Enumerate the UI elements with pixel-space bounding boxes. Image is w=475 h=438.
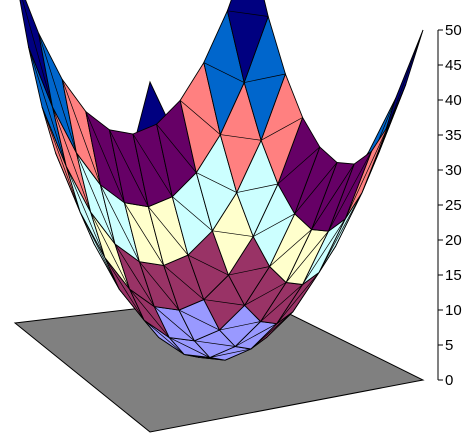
z-axis-tick-label: 40: [445, 92, 462, 109]
surface-mesh-diagonal: [156, 123, 197, 173]
z-axis-tick-label: 30: [445, 162, 462, 179]
surface-mesh-diagonal: [22, 0, 53, 107]
surface-mesh-diagonal: [104, 257, 145, 321]
surface-mesh-diagonal: [236, 183, 278, 193]
surface-mesh-diagonal: [169, 337, 210, 358]
surface-mesh-diagonal: [203, 299, 245, 306]
surface-mesh-diagonal: [294, 162, 338, 214]
surface-mesh-diagonal: [41, 106, 81, 213]
surface-mesh-diagonal: [163, 265, 204, 300]
surface-mesh-diagonal: [311, 163, 355, 230]
surface-mesh-diagonal: [52, 106, 92, 213]
surface-mesh-diagonal: [85, 111, 125, 203]
surface-mesh-diagonal: [344, 124, 389, 220]
surface-mesh-diagonal: [194, 340, 236, 347]
surface-mesh-diagonal: [38, 33, 77, 153]
surface-mesh-diagonal: [228, 266, 270, 276]
surface-mesh-diagonal: [132, 133, 173, 197]
z-axis-tick-label: 0: [445, 372, 453, 389]
surface-mesh-diagonal: [114, 243, 155, 307]
surface-mesh-diagonal: [154, 306, 195, 342]
surface-mesh-diagonal: [250, 311, 294, 350]
surface-mesh-diagonal: [76, 152, 116, 245]
z-axis-tick-label: 25: [445, 197, 462, 214]
surface-mesh-diagonal: [61, 79, 101, 185]
surface-mesh-diagonal: [109, 129, 149, 207]
surface-mesh-diagonal: [328, 151, 372, 232]
surface-mesh-diagonal: [244, 282, 287, 306]
z-axis-tick-label: 10: [445, 302, 462, 319]
surface-mesh-diagonal: [318, 192, 363, 273]
z-axis-tick-label: 35: [445, 127, 462, 144]
surface-mesh-diagonal: [260, 284, 303, 322]
surface-mesh-diagonal: [139, 261, 180, 311]
z-axis-tick-label: 15: [445, 267, 462, 284]
surface-mesh-diagonal: [212, 230, 254, 237]
surface-mesh-diagonal: [219, 321, 261, 331]
surface-mesh-diagonal: [129, 288, 170, 338]
z-axis-tick-label: 45: [445, 57, 462, 74]
surface-mesh-diagonal: [148, 206, 189, 256]
surface-mesh-diagonal: [179, 100, 221, 135]
surface-mesh-diagonal: [276, 272, 320, 324]
surface-mesh-diagonal: [244, 73, 286, 83]
surface-mesh-diagonal: [100, 184, 140, 262]
surface-mesh-diagonal: [277, 146, 321, 185]
surface-mesh-diagonal: [209, 348, 251, 358]
surface-mesh-diagonal: [178, 309, 220, 331]
surface-mesh-diagonal: [260, 117, 303, 141]
surface-mesh-diagonal: [187, 254, 229, 276]
surface-mesh-diagonal: [235, 323, 277, 347]
surface-mesh-diagonal: [269, 229, 312, 267]
surface-mesh-diagonal: [220, 134, 262, 141]
surface-mesh-diagonal: [28, 46, 67, 167]
surface-mesh-diagonal: [124, 202, 164, 266]
surface-mesh-diagonal: [196, 172, 237, 193]
surface-mesh-diagonal: [253, 213, 295, 237]
surface-mesh-diagonal: [66, 166, 106, 258]
surface-plot: [19, 0, 424, 361]
surface-mesh-diagonal: [227, 10, 269, 17]
z-axis-tick-label: 50: [445, 22, 462, 39]
z-axis-tick-label: 5: [445, 337, 453, 354]
surface-mesh-diagonal: [203, 62, 245, 83]
surface-mesh-diagonal: [302, 218, 346, 285]
z-axis: 0 5 10 15 20 25 30 35 40 45 50: [437, 22, 462, 389]
z-axis-tick-label: 20: [445, 232, 462, 249]
surface-mesh-diagonal: [144, 320, 185, 355]
surface-mesh-diagonal: [90, 212, 130, 290]
surface-mesh-diagonal: [285, 231, 329, 283]
surface-mesh-diagonal: [172, 196, 213, 232]
